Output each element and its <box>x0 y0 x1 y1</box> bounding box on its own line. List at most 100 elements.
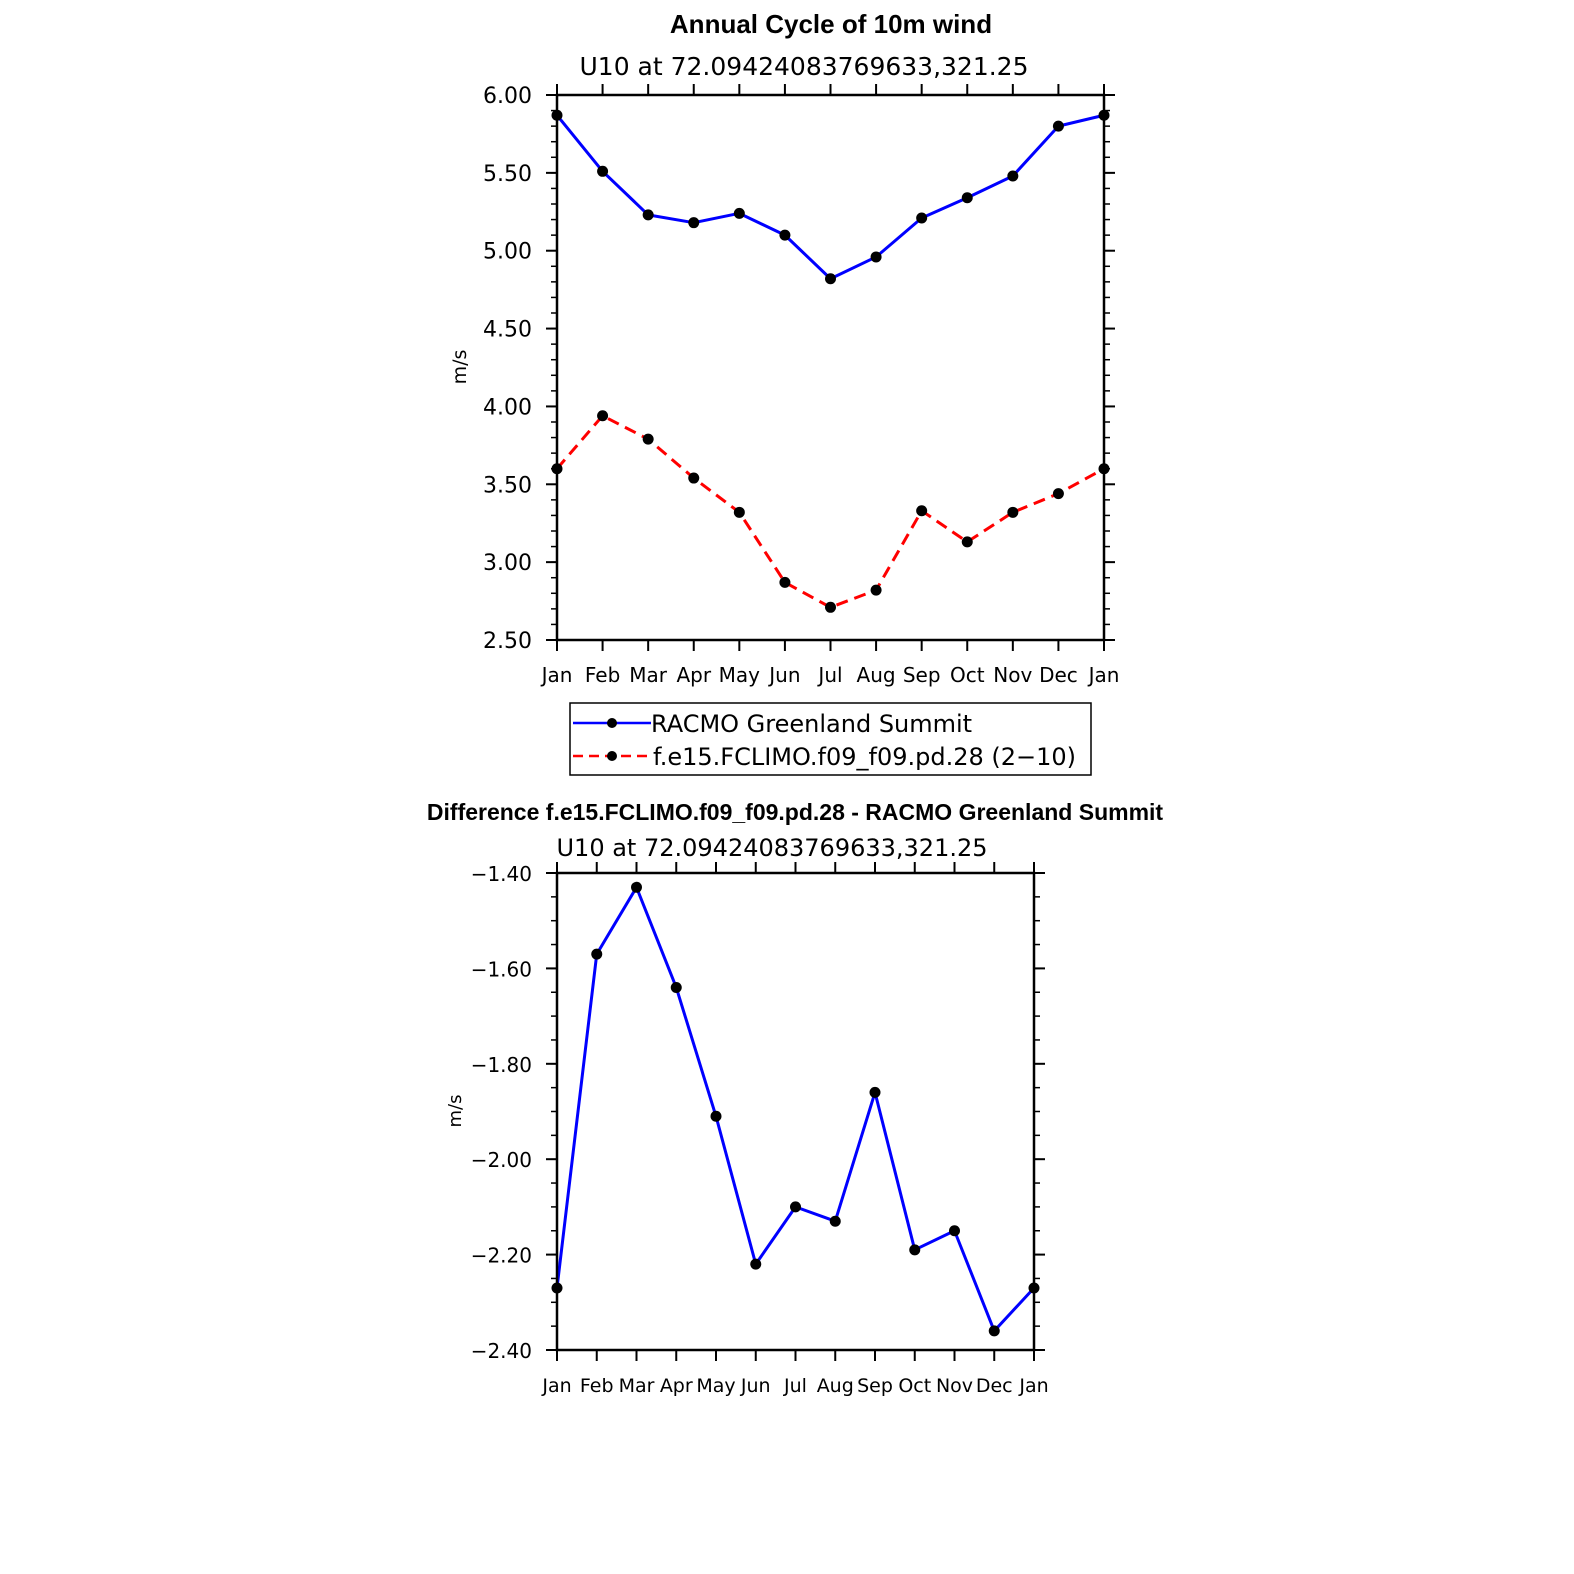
x-tick-label: Dec <box>976 1375 1013 1397</box>
data-point <box>1007 506 1019 518</box>
series-group <box>551 881 1040 1337</box>
series-line-1 <box>555 414 1105 609</box>
y-axis-label: m/s <box>445 1095 466 1128</box>
data-point <box>829 1215 841 1227</box>
y-tick-label: −2.40 <box>471 1339 532 1363</box>
y-tick-label: 5.00 <box>483 240 532 265</box>
data-point <box>642 433 654 445</box>
data-point <box>670 981 682 993</box>
data-point <box>1007 170 1019 182</box>
data-point <box>869 1086 881 1098</box>
x-tick-label: Nov <box>993 663 1032 687</box>
plot-frame <box>555 871 1036 1352</box>
x-tick-label: Jul <box>816 663 842 687</box>
x-tick-label: Jan <box>541 1375 571 1397</box>
y-tick-label: 4.50 <box>483 318 532 343</box>
data-point <box>688 217 700 229</box>
y-tick-label: −2.00 <box>471 1148 532 1172</box>
x-tick-label: Mar <box>619 1375 655 1397</box>
x-tick-label: Aug <box>817 1375 854 1397</box>
x-tick-label: Jan <box>1087 663 1120 687</box>
y-tick-label: 6.00 <box>483 84 532 109</box>
y-tick-labels: 2.50 3.00 3.50 4.00 4.50 5.00 5.50 6.00 <box>483 84 532 654</box>
x-tick-label: Feb <box>585 663 620 687</box>
data-point <box>825 601 836 613</box>
data-point <box>710 1110 722 1122</box>
data-point <box>688 472 700 484</box>
series-line-0 <box>555 113 1105 281</box>
data-point <box>825 273 836 285</box>
y-tick-labels: −2.40 −2.20 −2.00 −1.80 −1.60 −1.40 <box>471 862 532 1363</box>
series-line-0 <box>555 885 1036 1333</box>
x-tick-label: Nov <box>936 1375 973 1397</box>
legend-box <box>569 702 1092 776</box>
chart-subtitle: U10 at 72.09424083769633,321.25 <box>580 52 1029 81</box>
data-point <box>961 192 973 204</box>
y-tick-label: −1.40 <box>471 862 532 886</box>
data-point <box>961 536 973 548</box>
data-point <box>597 165 609 177</box>
data-point <box>916 505 928 517</box>
chart-title: Annual Cycle of 10m wind <box>670 9 992 39</box>
x-tick-label: May <box>696 1375 735 1397</box>
x-tick-labels: Jan Feb Mar Apr May Jun Jul Aug Sep Oct Nov Dec Jan <box>541 1375 1048 1397</box>
x-tick-label: Feb <box>580 1375 614 1397</box>
data-point <box>733 506 745 518</box>
x-tick-label: Sep <box>857 1375 893 1397</box>
data-point <box>642 209 654 221</box>
y-tick-label: −2.20 <box>471 1244 532 1268</box>
data-point <box>1052 120 1064 132</box>
x-tick-label: Apr <box>660 1375 693 1397</box>
legend-marker-model <box>607 751 617 761</box>
x-tick-label: Apr <box>676 663 711 687</box>
x-tick-label: May <box>719 663 761 687</box>
chart-title: Difference f.e15.FCLIMO.f09_f09.pd.28 - … <box>427 799 1163 825</box>
y-tick-label: 4.00 <box>483 395 532 420</box>
data-point <box>870 584 882 596</box>
data-point <box>916 212 928 224</box>
x-tick-label: Dec <box>1039 663 1078 687</box>
y-tick-label: −1.80 <box>471 1053 532 1077</box>
data-point <box>779 576 791 588</box>
data-point <box>591 948 603 960</box>
y-axis-label: m/s <box>449 350 471 385</box>
data-point <box>790 1201 801 1213</box>
legend-label-model: f.e15.FCLIMO.f09_f09.pd.28 (2−10) <box>653 743 1076 771</box>
data-point <box>733 207 745 219</box>
data-point <box>870 251 882 263</box>
x-tick-label: Oct <box>950 663 985 687</box>
plot-frame <box>555 93 1106 642</box>
x-tick-label: Jan <box>540 663 573 687</box>
y-tick-label: 2.50 <box>483 629 532 654</box>
data-point <box>631 881 642 893</box>
x-tick-label: Oct <box>898 1375 931 1397</box>
y-tick-label: 5.50 <box>483 162 532 187</box>
data-point <box>750 1258 762 1270</box>
difference-chart: Difference f.e15.FCLIMO.f09_f09.pd.28 - … <box>427 799 1163 1397</box>
x-tick-label: Jan <box>1018 1375 1048 1397</box>
legend: RACMO Greenland Summit f.e15.FCLIMO.f09_… <box>569 702 1092 776</box>
data-point <box>949 1225 960 1237</box>
data-point <box>909 1244 921 1256</box>
axis-ticks <box>546 84 1115 651</box>
annual-cycle-chart: Annual Cycle of 10m wind U10 at 72.09424… <box>449 9 1120 776</box>
x-tick-labels: Jan Feb Mar Apr May Jun Jul Aug Sep Oct Nov Dec Jan <box>540 663 1120 687</box>
x-tick-label: Jul <box>783 1375 807 1397</box>
x-tick-label: Sep <box>903 663 941 687</box>
x-tick-label: Mar <box>629 663 668 687</box>
axis-ticks <box>546 862 1045 1361</box>
legend-marker-racmo <box>607 718 617 728</box>
chart-subtitle: U10 at 72.09424083769633,321.25 <box>556 834 987 862</box>
data-point <box>1052 488 1064 500</box>
series-group <box>551 109 1110 613</box>
y-tick-label: −1.60 <box>471 957 532 981</box>
y-tick-label: 3.00 <box>483 551 532 576</box>
data-point <box>779 229 791 241</box>
x-tick-label: Jun <box>740 1375 771 1397</box>
x-tick-label: Aug <box>857 663 896 687</box>
legend-label-racmo: RACMO Greenland Summit <box>651 710 972 738</box>
data-point <box>597 410 609 422</box>
y-tick-label: 3.50 <box>483 473 532 498</box>
x-tick-label: Jun <box>767 663 800 687</box>
